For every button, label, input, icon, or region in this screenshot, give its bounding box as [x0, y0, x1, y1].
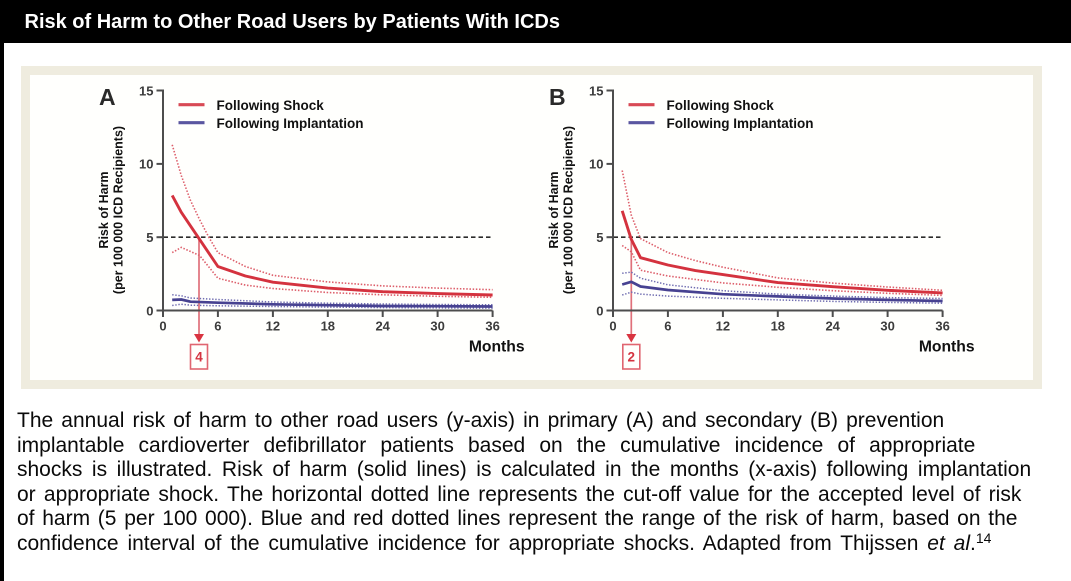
svg-text:24: 24: [825, 319, 840, 334]
svg-text:18: 18: [771, 319, 785, 334]
svg-text:10: 10: [139, 157, 153, 172]
svg-text:5: 5: [596, 230, 603, 245]
svg-text:30: 30: [880, 319, 894, 334]
svg-text:15: 15: [139, 83, 153, 98]
svg-text:4: 4: [195, 350, 203, 365]
svg-text:Risk of Harm: Risk of Harm: [97, 171, 111, 248]
svg-text:Following Implantation: Following Implantation: [217, 116, 364, 131]
svg-text:10: 10: [589, 157, 603, 172]
svg-text:5: 5: [146, 230, 153, 245]
svg-text:15: 15: [589, 83, 603, 98]
svg-text:0: 0: [159, 319, 166, 334]
svg-text:Months: Months: [919, 339, 975, 356]
svg-text:12: 12: [716, 319, 730, 334]
svg-text:6: 6: [214, 319, 221, 334]
svg-text:6: 6: [664, 319, 671, 334]
svg-text:(per 100 000 ICD Recipients): (per 100 000 ICD Recipients): [112, 126, 126, 294]
svg-text:36: 36: [935, 319, 949, 334]
svg-text:0: 0: [609, 319, 616, 334]
svg-text:Following Shock: Following Shock: [217, 98, 325, 113]
svg-text:12: 12: [266, 319, 280, 334]
svg-text:B: B: [549, 84, 566, 110]
svg-text:24: 24: [375, 319, 390, 334]
svg-text:18: 18: [321, 319, 335, 334]
svg-text:0: 0: [146, 303, 153, 318]
svg-text:0: 0: [596, 303, 603, 318]
svg-text:2: 2: [628, 350, 636, 365]
svg-text:Following Implantation: Following Implantation: [667, 116, 814, 131]
svg-text:Risk of Harm: Risk of Harm: [547, 171, 561, 248]
svg-text:Following Shock: Following Shock: [667, 98, 775, 113]
svg-text:36: 36: [485, 319, 499, 334]
svg-text:(per 100 000 ICD Recipients): (per 100 000 ICD Recipients): [562, 126, 576, 294]
svg-text:30: 30: [430, 319, 444, 334]
svg-text:A: A: [99, 84, 116, 110]
svg-text:Months: Months: [469, 339, 525, 356]
